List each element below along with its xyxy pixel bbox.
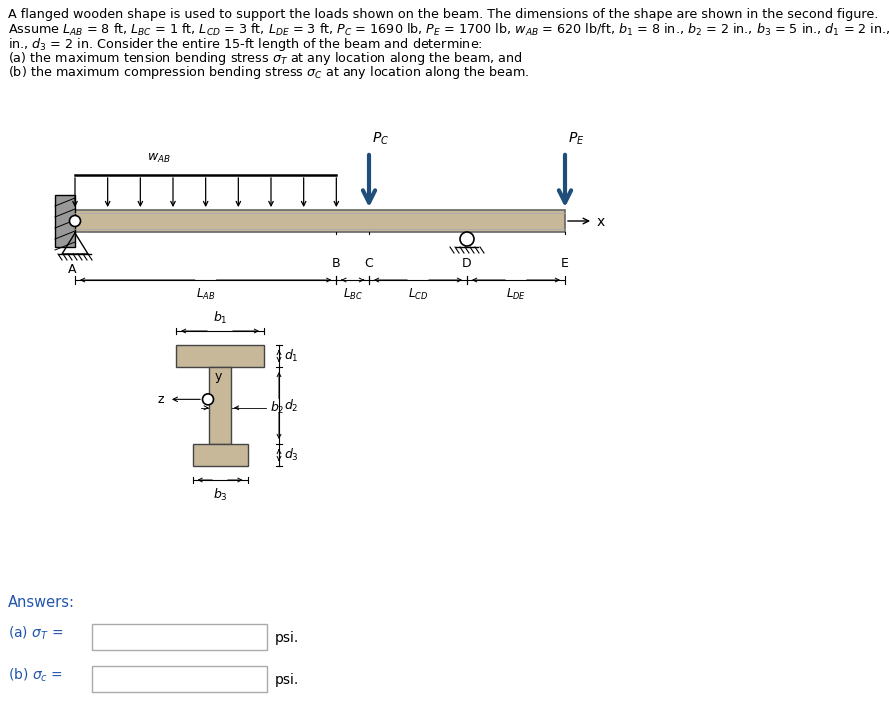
Text: $P_C$: $P_C$ xyxy=(372,131,389,147)
Text: psi.: psi. xyxy=(275,631,300,645)
Text: $P_E$: $P_E$ xyxy=(568,131,584,147)
Text: x: x xyxy=(597,215,605,229)
Text: $b_3$: $b_3$ xyxy=(212,487,228,503)
Bar xyxy=(209,367,231,444)
Text: $w_{AB}$: $w_{AB}$ xyxy=(147,152,171,165)
Text: D: D xyxy=(462,257,472,270)
Bar xyxy=(92,624,267,650)
Text: $L_{CD}$: $L_{CD}$ xyxy=(408,287,428,302)
Text: y: y xyxy=(214,370,221,383)
Text: B: B xyxy=(332,257,340,270)
Text: C: C xyxy=(364,257,373,270)
Text: psi.: psi. xyxy=(275,673,300,687)
Text: (b) $\sigma_c$ =: (b) $\sigma_c$ = xyxy=(8,667,63,684)
Bar xyxy=(92,666,267,692)
Circle shape xyxy=(203,394,213,405)
Bar xyxy=(55,195,75,247)
Text: (a) $\sigma_T$ =: (a) $\sigma_T$ = xyxy=(8,625,63,643)
Text: z: z xyxy=(157,393,164,406)
Bar xyxy=(75,210,565,232)
Text: $d_2$: $d_2$ xyxy=(284,397,299,414)
Text: A: A xyxy=(68,263,76,276)
Text: in., $d_3$ = 2 in. Consider the entire 15-ft length of the beam and determine:: in., $d_3$ = 2 in. Consider the entire 1… xyxy=(8,36,483,53)
Text: $b_2$: $b_2$ xyxy=(270,399,284,416)
Text: A flanged wooden shape is used to support the loads shown on the beam. The dimen: A flanged wooden shape is used to suppor… xyxy=(8,8,878,21)
Text: Assume $L_{AB}$ = 8 ft, $L_{BC}$ = 1 ft, $L_{CD}$ = 3 ft, $L_{DE}$ = 3 ft, $P_C$: Assume $L_{AB}$ = 8 ft, $L_{BC}$ = 1 ft,… xyxy=(8,22,889,38)
Text: $L_{AB}$: $L_{AB}$ xyxy=(196,287,215,302)
Text: $b_1$: $b_1$ xyxy=(212,310,228,326)
Text: $d_3$: $d_3$ xyxy=(284,447,299,463)
Text: E: E xyxy=(561,257,569,270)
Bar xyxy=(176,345,264,367)
Text: Answers:: Answers: xyxy=(8,595,75,610)
Circle shape xyxy=(69,216,81,226)
Text: $L_{DE}$: $L_{DE}$ xyxy=(506,287,526,302)
Circle shape xyxy=(460,232,474,246)
Text: $L_{BC}$: $L_{BC}$ xyxy=(342,287,363,302)
Text: (b) the maximum compression bending stress $\sigma_C$ at any location along the : (b) the maximum compression bending stre… xyxy=(8,64,530,81)
Text: $d_1$: $d_1$ xyxy=(284,348,299,364)
Bar xyxy=(193,444,247,466)
Text: (a) the maximum tension bending stress $\sigma_T$ at any location along the beam: (a) the maximum tension bending stress $… xyxy=(8,50,523,67)
